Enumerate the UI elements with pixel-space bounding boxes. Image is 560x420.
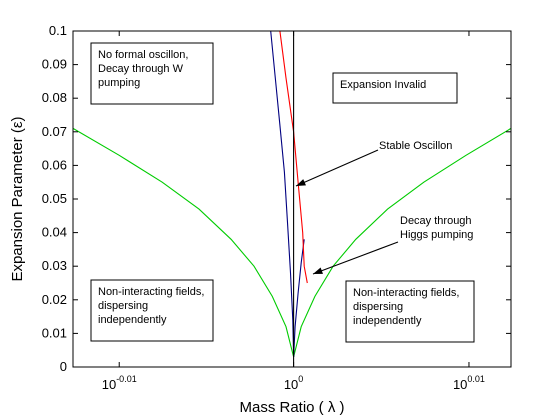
y-ticks: 0 0.01 0.02 0.03 0.04 0.05 0.06 0.07 0.08 0.09 0.1 bbox=[42, 23, 511, 374]
x-tick-label: 10-0.01 bbox=[102, 374, 137, 392]
y-tick-label: 0.09 bbox=[42, 57, 67, 72]
annotation-box bbox=[90, 42, 214, 105]
annotation-text: Non-interacting fields, bbox=[98, 286, 204, 298]
annotation-arrowhead bbox=[296, 179, 306, 186]
x-tick-label: 100.01 bbox=[453, 374, 485, 392]
y-tick-label: 0.08 bbox=[42, 90, 67, 105]
y-tick-label: 0.06 bbox=[42, 157, 67, 172]
y-tick-label: 0.1 bbox=[49, 23, 67, 38]
annotation-text: independently bbox=[353, 315, 422, 327]
annotation-arrow bbox=[295, 149, 379, 187]
x-ticks: 10-0.01 100 100.01 bbox=[102, 31, 485, 392]
annotation-text: dispersing bbox=[98, 300, 148, 312]
series-line-2 bbox=[293, 239, 305, 357]
annotation-box bbox=[332, 72, 458, 104]
annotation-text: Expansion Invalid bbox=[340, 79, 426, 91]
y-tick-label: 0.07 bbox=[42, 124, 67, 139]
annotation-box bbox=[90, 279, 214, 342]
annotation-text: Decay through W bbox=[98, 63, 184, 75]
y-tick-label: 0.03 bbox=[42, 258, 67, 273]
annotation-text: No formal oscillon, bbox=[98, 49, 188, 61]
annotation-text: Stable Oscillon bbox=[379, 140, 452, 152]
y-tick-label: 0.01 bbox=[42, 325, 67, 340]
annotation-text: dispersing bbox=[353, 301, 403, 313]
annotation-text: independently bbox=[98, 314, 167, 326]
y-axis-label: Expansion Parameter (ε) bbox=[9, 116, 26, 281]
annotation-arrows bbox=[295, 149, 399, 275]
y-tick-label: 0 bbox=[60, 359, 67, 374]
x-tick-label: 100 bbox=[284, 374, 303, 392]
annotation-text: Non-interacting fields, bbox=[353, 287, 459, 299]
annotation-arrowhead bbox=[313, 267, 323, 274]
y-tick-label: 0.05 bbox=[42, 191, 67, 206]
series-line-1 bbox=[270, 30, 295, 357]
annotation-text: Decay through bbox=[400, 215, 472, 227]
curves bbox=[72, 30, 512, 367]
annotation-box bbox=[345, 280, 475, 343]
annotation-boxes: No formal oscillon, Decay through W pumpin… bbox=[90, 42, 475, 343]
series-line-3 bbox=[279, 30, 308, 284]
y-tick-label: 0.04 bbox=[42, 225, 67, 240]
x-axis-label: Mass Ratio ( λ ) bbox=[239, 399, 344, 416]
annotation-arrow bbox=[312, 241, 399, 275]
annotation-text: pumping bbox=[98, 77, 140, 89]
y-tick-label: 0.02 bbox=[42, 292, 67, 307]
annotation-text: Higgs pumping bbox=[400, 229, 473, 241]
